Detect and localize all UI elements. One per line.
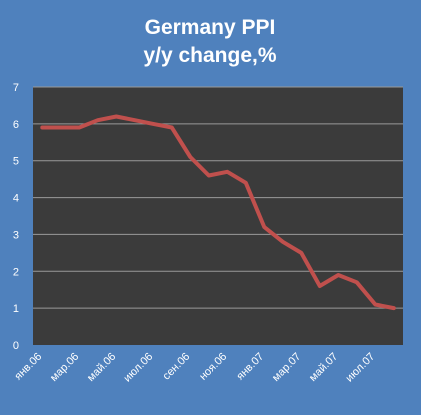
y-tick-label: 4 bbox=[13, 193, 19, 205]
plot-area bbox=[33, 87, 403, 345]
grid-lines bbox=[33, 86, 403, 309]
y-tick-label: 3 bbox=[13, 229, 19, 241]
y-tick-label: 0 bbox=[13, 340, 19, 352]
chart-title-line-1: Germany PPI bbox=[145, 16, 276, 39]
y-tick-label: 6 bbox=[13, 119, 19, 131]
y-tick-label: 1 bbox=[13, 303, 19, 315]
series-line bbox=[40, 114, 396, 311]
y-axis-ticks: 0 1 2 3 4 5 6 7 bbox=[13, 82, 19, 352]
y-tick-label: 7 bbox=[13, 82, 19, 94]
y-tick-label: 2 bbox=[13, 266, 19, 278]
y-tick-label: 5 bbox=[13, 156, 19, 168]
chart-title-line-2: y/y change,% bbox=[143, 44, 276, 67]
